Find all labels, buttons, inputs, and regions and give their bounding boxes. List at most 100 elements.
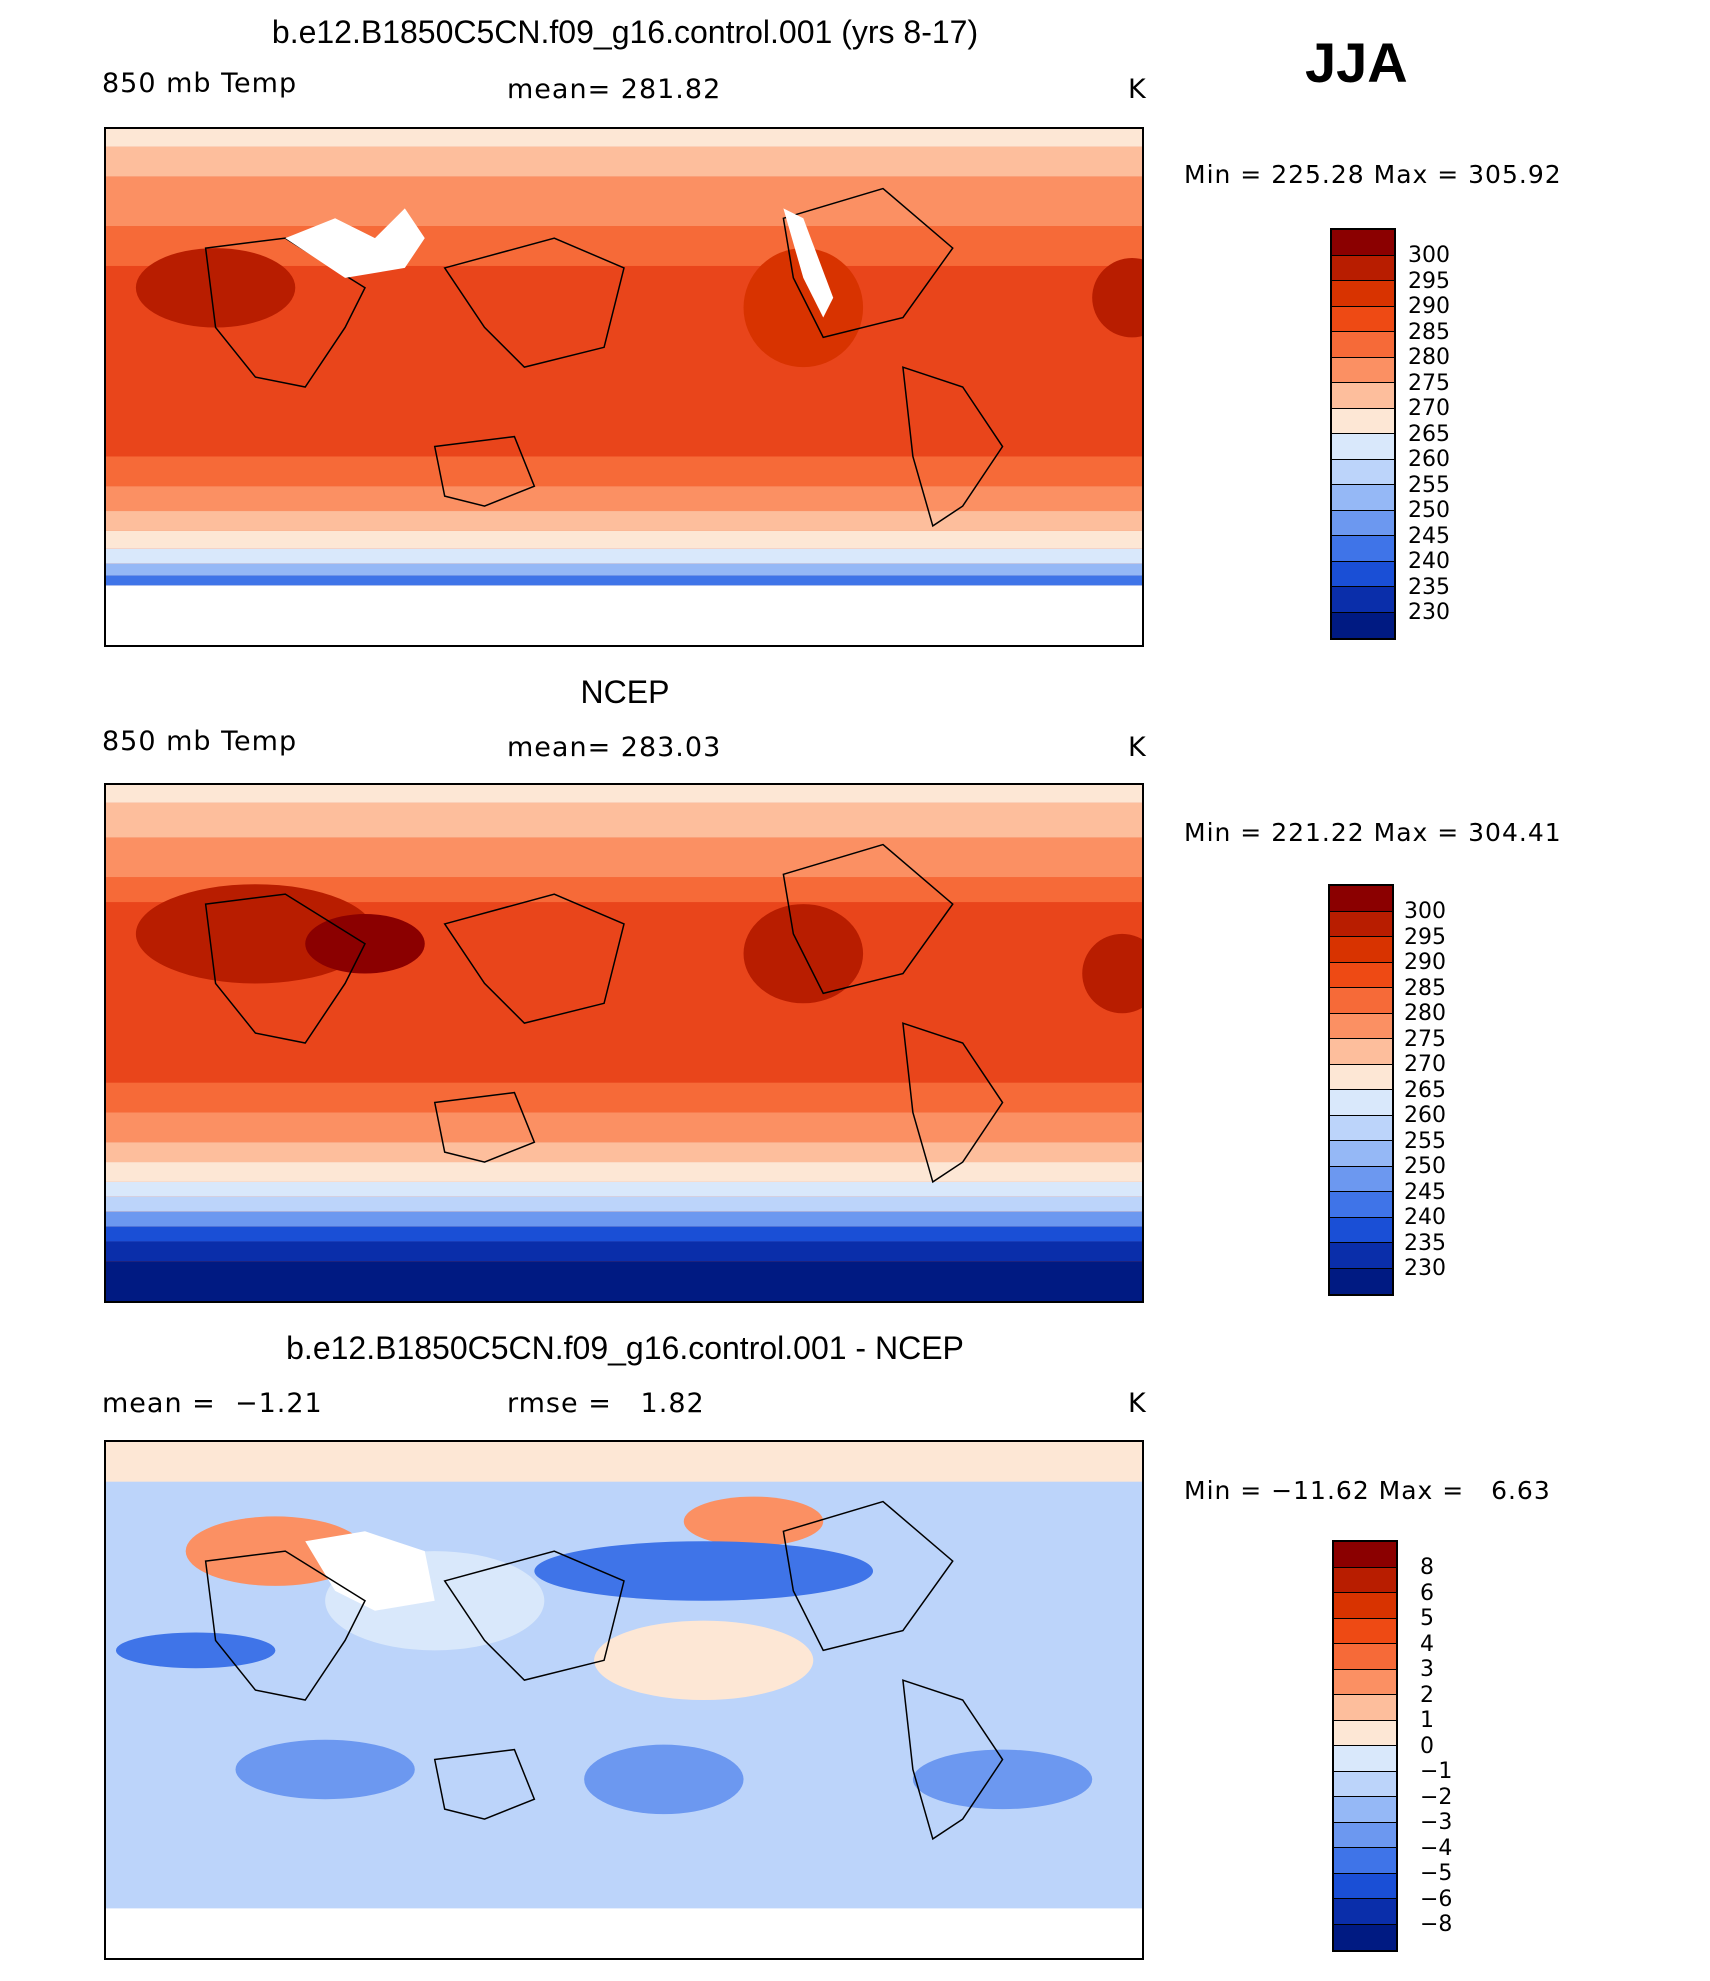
- colorbar-swatch: [1330, 911, 1392, 937]
- colorbar-swatch: [1332, 612, 1394, 638]
- colorbar-swatch: [1334, 1593, 1396, 1619]
- colorbar-tick-label: 275: [1408, 370, 1450, 396]
- colorbar-swatch: [1332, 536, 1394, 562]
- colorbar-swatch: [1330, 1090, 1392, 1116]
- colorbar-swatch: [1332, 255, 1394, 281]
- colorbar-tick-label: −8: [1420, 1912, 1453, 1937]
- colorbar-swatch: [1334, 1618, 1396, 1644]
- colorbar-swatch: [1330, 937, 1392, 963]
- mean-label: mean= 281.82: [507, 74, 722, 105]
- mean-label: mean = −1.21: [102, 1388, 323, 1419]
- colorbar-swatch: [1330, 1039, 1392, 1065]
- colorbar-tick-label: 230: [1404, 1256, 1446, 1281]
- colorbar-swatch: [1334, 1873, 1396, 1899]
- colorbar: [1328, 884, 1394, 1296]
- colorbar-swatch: [1334, 1771, 1396, 1797]
- map-plot: [104, 1440, 1144, 1960]
- colorbar-swatch: [1330, 886, 1392, 912]
- colorbar-tick-label: 295: [1408, 268, 1450, 294]
- colorbar-tick-label: −5: [1420, 1861, 1453, 1886]
- colorbar-tick-label: 250: [1404, 1154, 1446, 1179]
- colorbar-tick-label: 255: [1404, 1128, 1446, 1154]
- colorbar-swatch: [1332, 230, 1394, 256]
- colorbar-swatch: [1332, 485, 1394, 511]
- colorbar-tick-label: 265: [1408, 421, 1450, 447]
- colorbar-swatch: [1330, 988, 1392, 1014]
- colorbar-tick-label: 275: [1404, 1026, 1446, 1052]
- colorbar-swatch: [1332, 459, 1394, 485]
- colorbar-tick-label: −2: [1420, 1784, 1453, 1810]
- mean-label: mean= 283.03: [507, 732, 722, 763]
- colorbar-tick-label: 300: [1404, 899, 1446, 924]
- colorbar-swatch: [1334, 1899, 1396, 1925]
- map-plot: [104, 127, 1144, 647]
- colorbar-swatch: [1334, 1695, 1396, 1721]
- colorbar-tick-label: −4: [1420, 1835, 1453, 1861]
- colorbar-tick-label: 285: [1404, 975, 1446, 1001]
- panel-title: NCEP: [580, 674, 670, 710]
- colorbar-tick-label: 280: [1408, 345, 1450, 370]
- colorbar: [1330, 228, 1396, 640]
- colorbar-swatch: [1332, 408, 1394, 434]
- colorbar: [1332, 1540, 1398, 1952]
- colorbar-tick-label: 240: [1404, 1205, 1446, 1230]
- colorbar-tick-label: 3: [1420, 1657, 1434, 1682]
- colorbar-tick-label: −1: [1420, 1759, 1453, 1784]
- colorbar-swatch: [1334, 1822, 1396, 1848]
- minmax-label: Min = 221.22 Max = 304.41: [1184, 818, 1562, 847]
- colorbar-swatch: [1330, 1141, 1392, 1167]
- rmse-label: rmse = 1.82: [507, 1388, 705, 1419]
- units-label: K: [1128, 74, 1147, 105]
- minmax-label: Min = 225.28 Max = 305.92: [1184, 160, 1562, 189]
- colorbar-swatch: [1332, 281, 1394, 307]
- colorbar-swatch: [1330, 1243, 1392, 1269]
- colorbar-swatch: [1334, 1924, 1396, 1950]
- season-label: JJA: [1305, 31, 1408, 94]
- panel-model: b.e12.B1850C5CN.f09_g16.control.001 (yrs…: [0, 0, 1710, 650]
- colorbar-tick-label: 295: [1404, 924, 1446, 950]
- colorbar-tick-label: 280: [1404, 1001, 1446, 1026]
- colorbar-swatch: [1330, 1013, 1392, 1039]
- colorbar-swatch: [1332, 561, 1394, 587]
- colorbar-swatch: [1334, 1669, 1396, 1695]
- colorbar-tick-label: 285: [1408, 319, 1450, 345]
- colorbar-swatch: [1334, 1720, 1396, 1746]
- colorbar-swatch: [1334, 1848, 1396, 1874]
- colorbar-tick-label: −3: [1420, 1810, 1453, 1835]
- colorbar-swatch: [1334, 1567, 1396, 1593]
- colorbar-tick-label: 270: [1404, 1052, 1446, 1077]
- panel-title: b.e12.B1850C5CN.f09_g16.control.001 - NC…: [286, 1330, 964, 1366]
- colorbar-tick-label: 260: [1408, 447, 1450, 472]
- colorbar-tick-label: 290: [1408, 294, 1450, 319]
- colorbar-swatch: [1330, 1217, 1392, 1243]
- colorbar-tick-label: 300: [1408, 243, 1450, 268]
- colorbar-swatch: [1332, 434, 1394, 460]
- colorbar-swatch: [1332, 306, 1394, 332]
- colorbar-tick-label: 8: [1420, 1555, 1434, 1580]
- variable-label: 850 mb Temp: [102, 726, 298, 757]
- units-label: K: [1128, 732, 1147, 763]
- colorbar-tick-label: 240: [1408, 549, 1450, 574]
- colorbar-swatch: [1330, 1192, 1392, 1218]
- colorbar-swatch: [1332, 383, 1394, 409]
- colorbar-swatch: [1334, 1797, 1396, 1823]
- colorbar-swatch: [1330, 1166, 1392, 1192]
- colorbar-tick-label: 270: [1408, 396, 1450, 421]
- colorbar-swatch: [1330, 1268, 1392, 1294]
- colorbar-tick-label: 245: [1408, 523, 1450, 549]
- colorbar-swatch: [1332, 510, 1394, 536]
- colorbar-tick-label: 1: [1420, 1708, 1434, 1733]
- panel-difference: b.e12.B1850C5CN.f09_g16.control.001 - NC…: [0, 1316, 1710, 1966]
- colorbar-tick-label: 230: [1408, 600, 1450, 625]
- colorbar-tick-label: 2: [1420, 1682, 1434, 1708]
- colorbar-tick-label: 255: [1408, 472, 1450, 498]
- panel-title: b.e12.B1850C5CN.f09_g16.control.001 (yrs…: [271, 14, 979, 50]
- colorbar-swatch: [1332, 357, 1394, 383]
- colorbar-swatch: [1334, 1542, 1396, 1568]
- colorbar-swatch: [1330, 962, 1392, 988]
- colorbar-tick-label: 250: [1408, 498, 1450, 523]
- colorbar-swatch: [1330, 1064, 1392, 1090]
- colorbar-tick-label: 235: [1408, 574, 1450, 600]
- variable-label: 850 mb Temp: [102, 68, 298, 99]
- panel-obs: NCEP 850 mb Temp mean= 283.03 K: [0, 658, 1710, 1308]
